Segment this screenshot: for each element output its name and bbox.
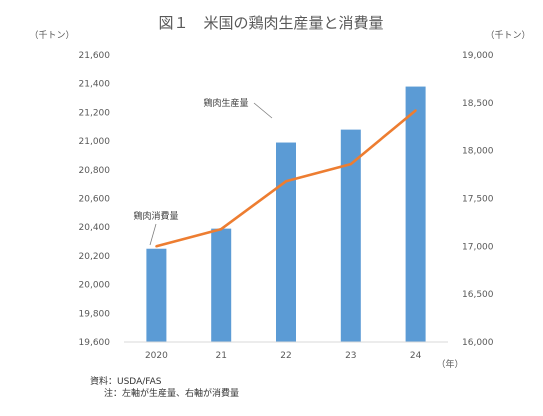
line-point [349,162,352,166]
production-leader-line [253,102,273,119]
line-point [414,109,417,112]
right-tick-label: 18,500 [462,99,494,109]
right-tick-label: 18,000 [462,147,494,157]
axis-note: 注：左軸が生産量、右軸が消費量 [104,389,240,399]
left-tick-label: 21,600 [79,51,111,61]
x-tick-label: 21 [215,351,226,361]
right-tick-label: 16,500 [462,290,494,300]
left-tick-label: 20,800 [79,166,111,176]
left-tick-label: 20,400 [79,223,111,233]
x-tick-label: 2020 [145,351,168,361]
line-point [284,180,288,183]
notes: 資料：USDA/FAS 注：左軸が生産量、右軸が消費量 [90,376,239,400]
right-tick-label: 16,000 [462,338,494,348]
bar [405,86,426,342]
x-tick-label: 24 [410,351,422,361]
x-axis-label: （年） [436,358,463,370]
left-tick-label: 20,600 [79,195,111,205]
left-tick-label: 20,200 [79,252,111,262]
right-unit-label: （千トン） [485,30,530,41]
right-tick-label: 17,000 [462,242,494,252]
x-tick-label: 23 [345,351,356,361]
right-tick-label: 19,000 [462,51,494,61]
left-tick-label: 21,400 [79,80,111,90]
line-point [155,245,158,248]
left-tick-label: 21,200 [79,108,111,118]
x-tick-label: 22 [280,351,291,361]
right-tick-label: 17,500 [462,195,494,205]
bar [146,248,167,342]
consumption-leader-line [149,223,157,246]
left-tick-label: 21,000 [79,137,111,147]
bar [276,142,296,342]
bar [211,228,232,342]
source-note: 資料：USDA/FAS [90,377,162,387]
chart-title: 図１ 米国の鶏肉生産量と消費量 [158,14,383,32]
consumption-label: 鶏肉消費量 [133,210,178,222]
left-tick-label: 19,800 [79,309,111,319]
bar [340,129,361,342]
left-unit-label: （千トン） [29,30,74,41]
left-tick-label: 19,600 [79,338,111,348]
line-point [220,227,223,231]
left-tick-label: 20,000 [79,281,111,291]
production-label: 鶏肉生産量 [203,97,248,109]
